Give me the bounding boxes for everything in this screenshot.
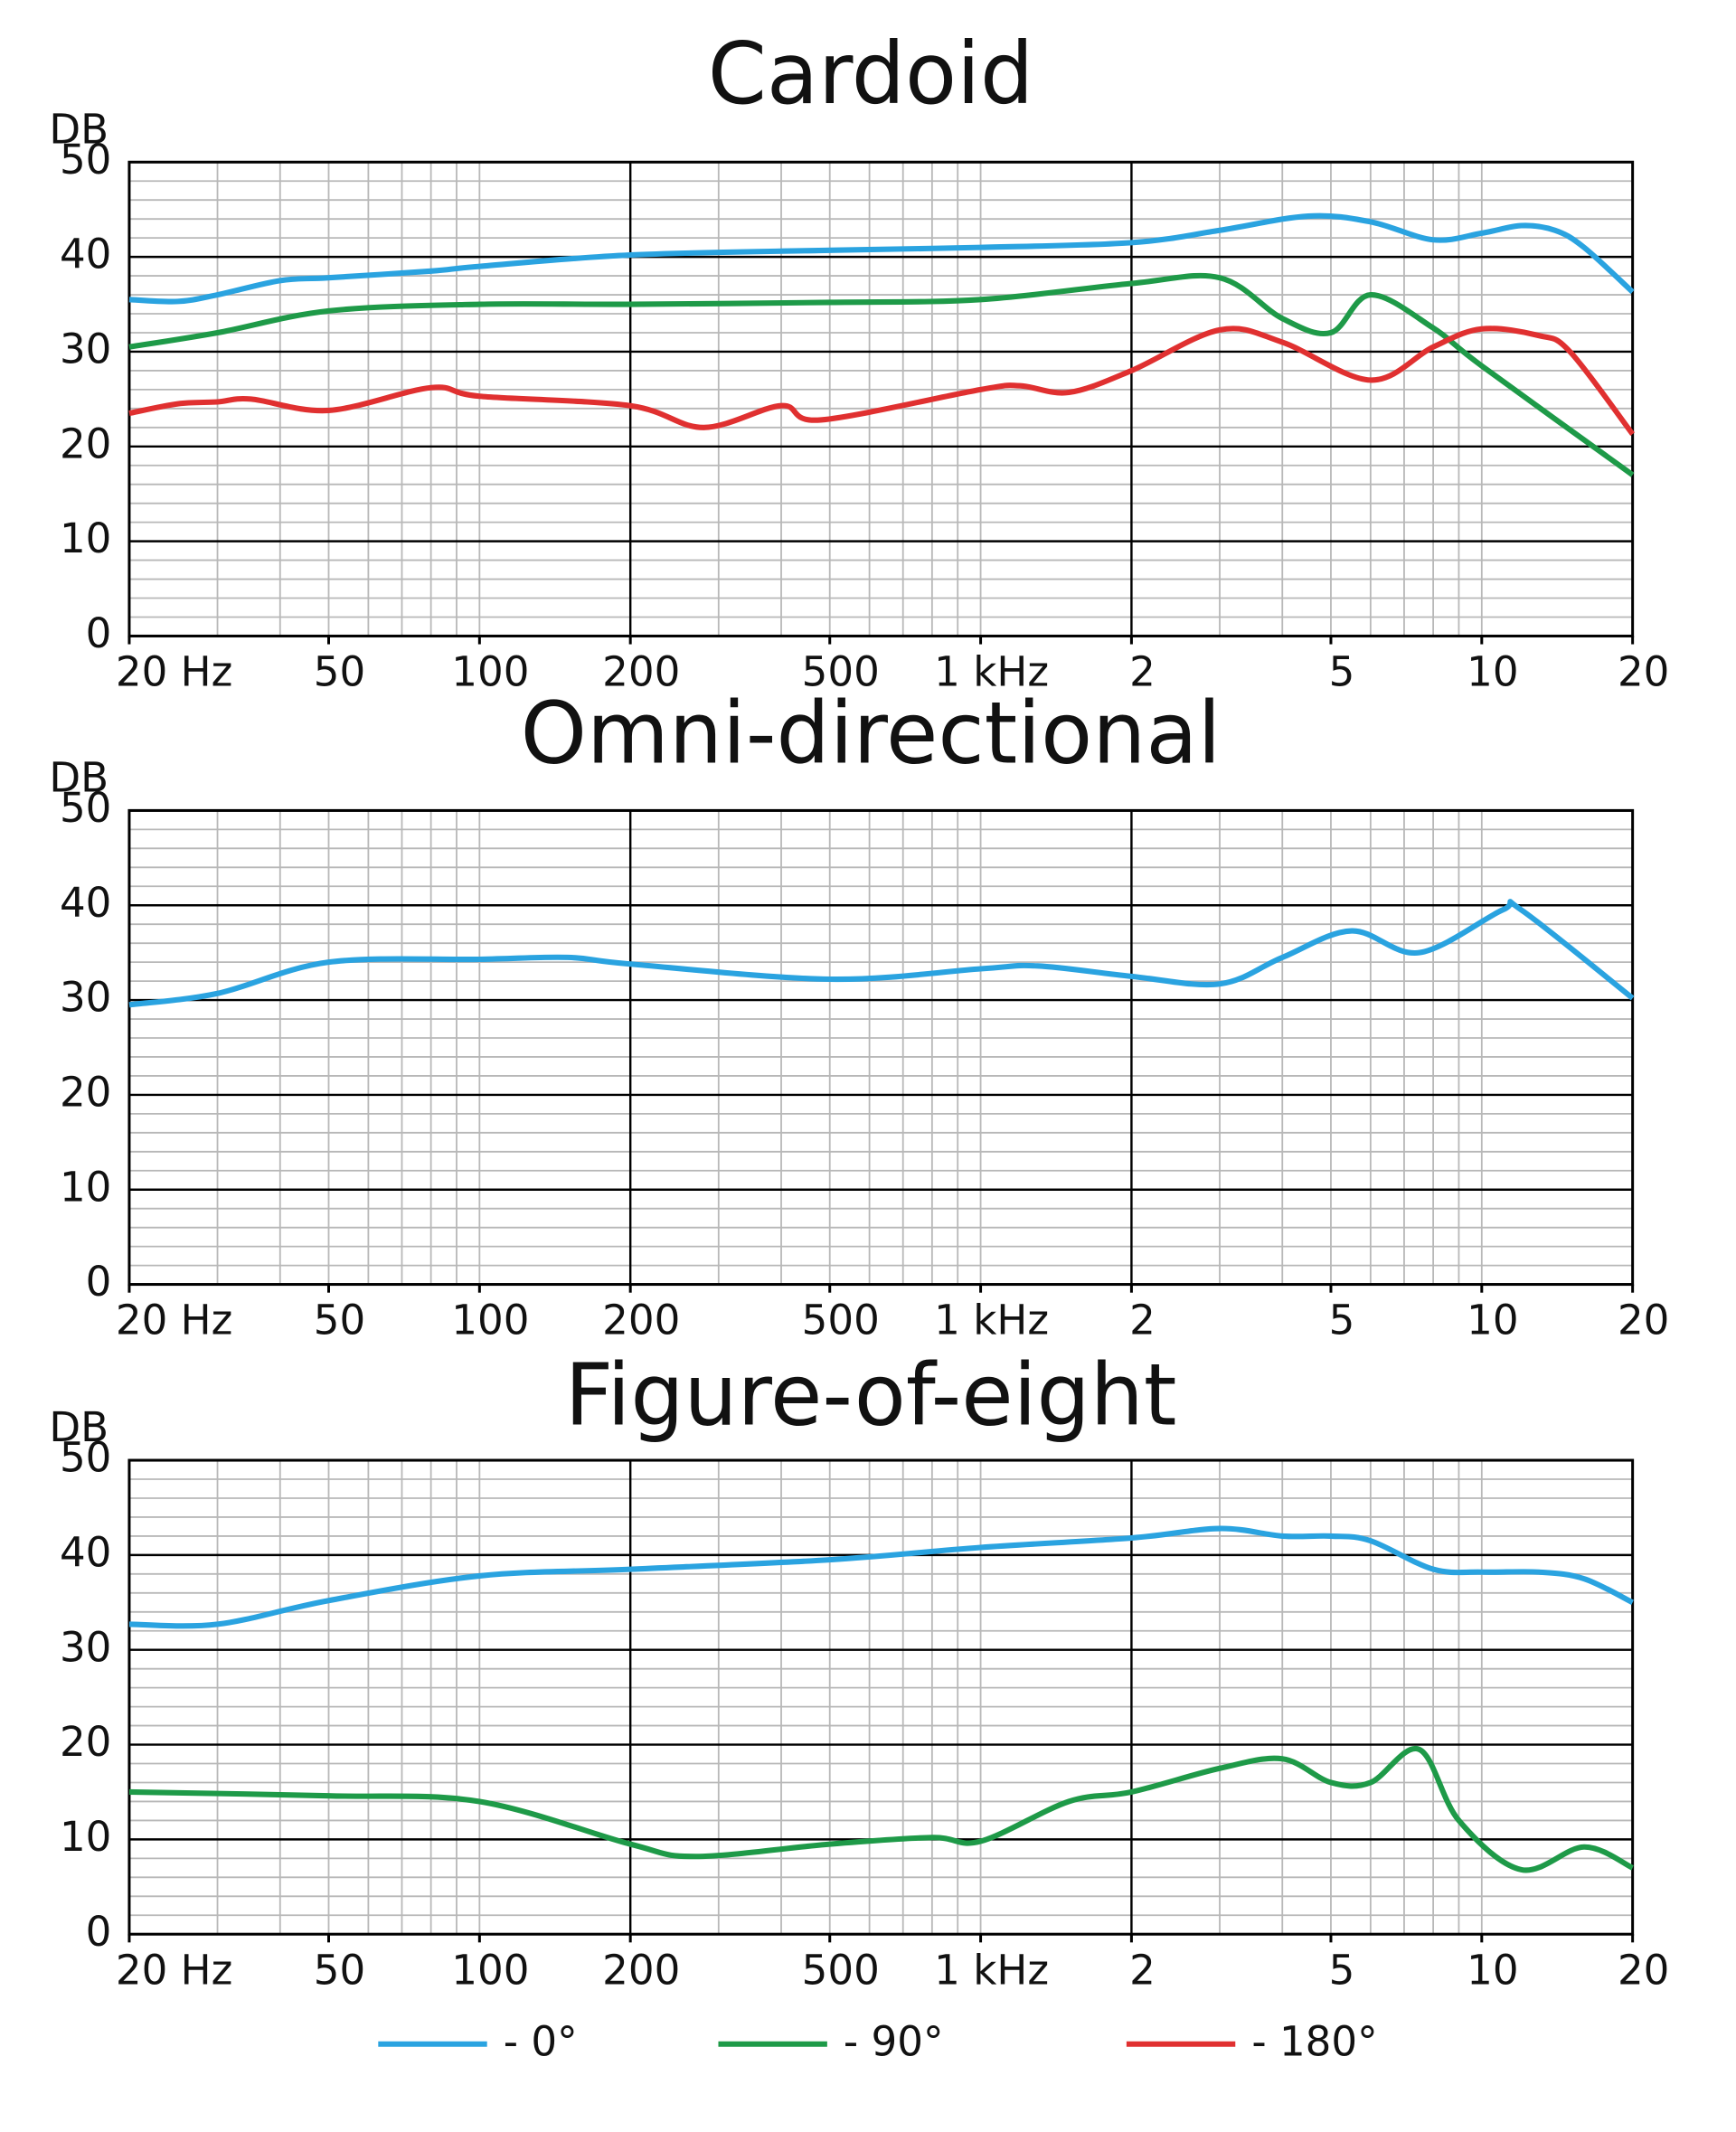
x-tick-label: 10 (1467, 1296, 1518, 1344)
x-tick-label: 100 (451, 647, 529, 695)
plot-frame (127, 1458, 1635, 1936)
y-tick-label: 40 (60, 1528, 111, 1576)
y-tick-label: 20 (60, 1068, 111, 1116)
x-tick-label: 100 (451, 1946, 529, 1994)
y-axis-label: DB (49, 753, 108, 801)
x-tick-label: 2 (1129, 647, 1156, 695)
x-tick-label: 100 (451, 1296, 529, 1344)
y-tick-label: 0 (86, 609, 112, 657)
y-tick-label: 40 (60, 230, 111, 278)
y-tick-label: 20 (60, 1718, 111, 1766)
x-tick-label: 20 (1618, 647, 1669, 695)
chart-title: Omni-directional (521, 684, 1222, 784)
x-tick-label: 5 (1329, 1946, 1355, 1994)
y-tick-label: 10 (60, 1813, 111, 1861)
x-tick-label: 500 (802, 1296, 880, 1344)
x-tick-label: 20 (1618, 1296, 1669, 1344)
x-tick-label: 20 Hz (116, 647, 232, 695)
chart-title: Cardoid (708, 25, 1033, 125)
x-tick-label: 10 (1467, 1946, 1518, 1994)
x-tick-label: 50 (314, 1296, 365, 1344)
x-tick-label: 200 (602, 1946, 680, 1994)
x-tick-label: 10 (1467, 647, 1518, 695)
x-tick-label: 20 Hz (116, 1296, 232, 1344)
plot-area (128, 1460, 1633, 1935)
line-series (128, 212, 1635, 305)
legend-label: - 0° (504, 2017, 578, 2065)
x-tick-label: 1 kHz (934, 1296, 1049, 1344)
x-tick-label: 5 (1329, 647, 1355, 695)
y-axis-label: DB (49, 105, 108, 153)
x-tick-label: 2 (1129, 1946, 1156, 1994)
y-tick-label: 30 (60, 325, 111, 373)
y-axis-label: DB (49, 1403, 108, 1451)
y-tick-label: 0 (86, 1908, 112, 1956)
line-series (128, 1745, 1634, 1873)
chart-title: Figure-of-eight (565, 1346, 1177, 1446)
x-tick-label: 50 (314, 1946, 365, 1994)
x-tick-label: 500 (802, 647, 880, 695)
y-tick-label: 10 (60, 514, 111, 562)
line-series (128, 325, 1636, 437)
plot-area (128, 810, 1633, 1285)
x-tick-label: 20 Hz (116, 1946, 232, 1994)
legend-label: - 180° (1251, 2017, 1377, 2065)
y-tick-label: 10 (60, 1163, 111, 1211)
y-tick-label: 50 (60, 136, 111, 184)
y-tick-label: 50 (60, 1433, 111, 1481)
x-tick-label: 20 (1618, 1946, 1669, 1994)
legend-label: - 90° (844, 2017, 944, 2065)
x-tick-label: 500 (802, 1946, 880, 1994)
line-series (128, 1525, 1634, 1629)
y-tick-label: 30 (60, 973, 111, 1021)
x-tick-label: 1 kHz (934, 647, 1049, 695)
y-tick-label: 30 (60, 1623, 111, 1671)
plot-frame (127, 808, 1635, 1287)
x-tick-label: 200 (602, 647, 680, 695)
x-tick-label: 1 kHz (934, 1946, 1049, 1994)
x-tick-label: 5 (1329, 1296, 1355, 1344)
x-tick-label: 200 (602, 1296, 680, 1344)
line-series (128, 899, 1635, 1008)
y-tick-label: 40 (60, 879, 111, 927)
y-tick-label: 20 (60, 420, 111, 467)
y-tick-label: 50 (60, 784, 111, 832)
y-tick-label: 0 (86, 1258, 112, 1306)
x-tick-label: 50 (314, 647, 365, 695)
plot-frame (127, 160, 1635, 637)
line-series (128, 272, 1635, 477)
x-tick-label: 2 (1129, 1296, 1156, 1344)
